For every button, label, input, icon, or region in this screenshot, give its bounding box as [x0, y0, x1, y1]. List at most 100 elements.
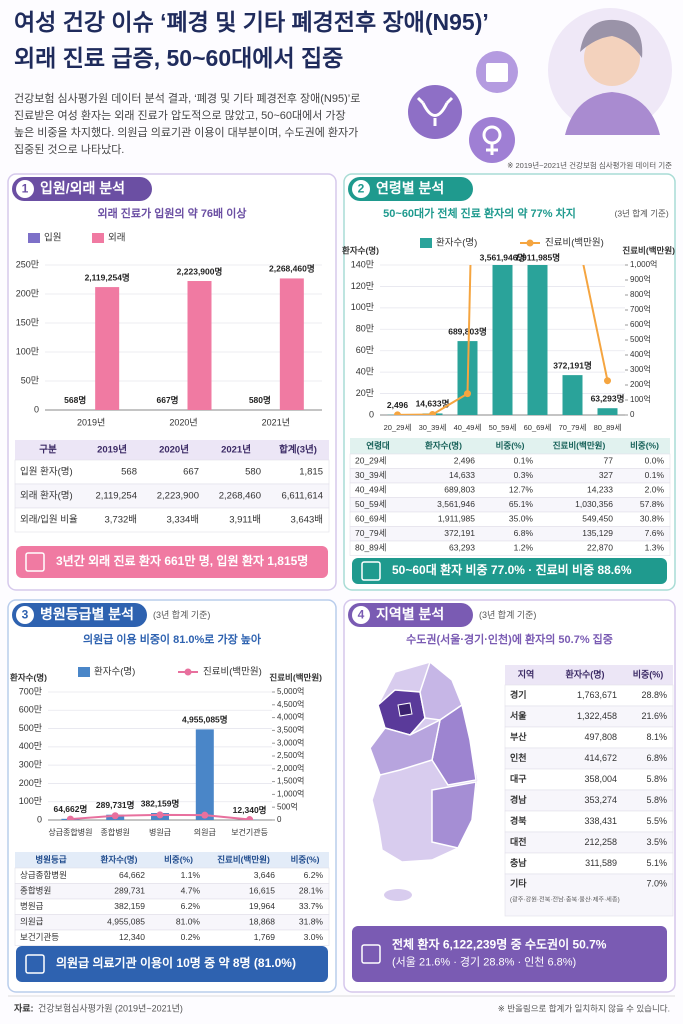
table-cell: 549,450	[582, 514, 613, 524]
table-cell: 21.6%	[641, 711, 667, 721]
legend-label: 환자수(명)	[94, 666, 135, 678]
table-cell: 6.2%	[181, 901, 201, 911]
table-row-bg	[14, 459, 330, 485]
table-cell: 0.1%	[514, 456, 534, 466]
table-cell: 3,732배	[104, 515, 137, 526]
data-label: 2,496	[387, 400, 409, 410]
table-cell: 1,030,356	[575, 499, 613, 509]
line-point	[604, 377, 611, 385]
table-row-bg	[349, 453, 671, 469]
data-label: 63,293명	[591, 393, 625, 403]
legend-label: 진료비(백만원)	[203, 667, 262, 678]
table-cell: 6.8%	[646, 753, 667, 763]
table-cell: 4,955,085	[107, 917, 145, 927]
callout-text: 전체 환자 6,122,239명 중 수도권이 50.7%	[392, 937, 607, 952]
section-number-badge	[352, 180, 370, 198]
y2-tick-label: 3,500억	[277, 725, 304, 735]
table-cell: 12,340	[119, 932, 145, 942]
icon-uterus-glyph	[416, 96, 454, 126]
y-tick-label: 600만	[19, 705, 42, 715]
table-header-bg	[15, 852, 329, 868]
table-cell: 20_29세	[355, 456, 386, 466]
table-cell: 1,322,458	[577, 711, 617, 721]
illustration-body	[565, 92, 660, 135]
table-cell: 327	[599, 470, 613, 480]
callout-icon	[25, 552, 45, 572]
table-cell: 60_69세	[355, 514, 386, 524]
table-row-bg	[349, 526, 671, 542]
table-cell: 6.2%	[304, 870, 324, 880]
table-cell: 70_79세	[355, 528, 386, 538]
legend-label: 환자수(명)	[436, 237, 477, 249]
table-header: 비중(%)	[630, 440, 659, 450]
table-cell: 65.1%	[509, 499, 534, 509]
table-cell: 19,964	[249, 901, 275, 911]
y2-tick-label: 1,000억	[277, 789, 304, 799]
table-header: 환자수(명)	[101, 854, 138, 864]
table-cell: 353,274	[584, 795, 617, 805]
data-label: 14,633명	[416, 399, 450, 409]
table-cell: 0.0%	[645, 456, 665, 466]
y2-tick-label: 4,500억	[277, 699, 304, 709]
bar	[492, 265, 513, 415]
y-tick-label: 500만	[19, 723, 42, 733]
table-cell: 3,646	[254, 870, 276, 880]
bar	[95, 287, 120, 410]
table-header-bg	[15, 440, 329, 460]
legend-marker	[526, 239, 534, 247]
table-cell: 372,191	[444, 528, 475, 538]
table-cell: 종합병원	[20, 886, 51, 896]
illustration-face	[584, 30, 640, 86]
data-label: 4,955,085명	[182, 715, 228, 725]
legend-label: 외래	[108, 232, 125, 244]
map-chungcheong	[369, 718, 442, 776]
x-tick-label: 상급종합병원	[48, 827, 92, 837]
bar	[187, 281, 212, 410]
table-header: 진료비(백만원)	[217, 854, 270, 864]
callout-icon	[25, 954, 45, 974]
line-point	[394, 411, 401, 415]
table-header: 연령대	[366, 440, 390, 450]
table-row-bg	[14, 929, 330, 946]
footer-source: 건강보험심사평가원 (2019년~2021년)	[38, 1003, 183, 1013]
table-cell: 6.8%	[514, 528, 534, 538]
y2-tick-label: 5,000억	[277, 686, 304, 696]
y-tick-label: 700만	[19, 686, 42, 696]
x-tick-label: 종합병원	[100, 828, 129, 837]
table-cell: 대전	[510, 836, 527, 847]
table-cell: 212,258	[584, 837, 617, 847]
table-row-bg	[349, 540, 671, 556]
table-cell: 1,769	[254, 932, 276, 942]
data-label: 580명	[249, 395, 271, 405]
y2-axis-title: 진료비(백만원)	[622, 245, 675, 255]
footer-note: ※ 반올림으로 합계가 일치하지 않을 수 있습니다.	[498, 1003, 670, 1013]
callout-bg	[16, 546, 328, 578]
table-cell: 외래 환자(명)	[20, 490, 73, 502]
table-cell: 80_89세	[355, 543, 386, 553]
line-point	[201, 811, 209, 819]
table-cell: 5.8%	[646, 774, 667, 784]
y-tick-label: 20만	[356, 388, 374, 398]
table-cell: 2,119,254	[95, 491, 137, 502]
x-tick-label: 2020년	[169, 417, 197, 427]
table-cell: 30.8%	[640, 514, 665, 524]
table-cell: 1.2%	[514, 543, 534, 553]
table-cell: 의원급	[20, 917, 44, 927]
x-tick-label: 병원급	[149, 828, 171, 837]
table-header: 병원등급	[35, 854, 66, 864]
section-number-badge	[16, 606, 34, 624]
data-label: 2,223,900명	[177, 266, 223, 276]
table-cell: 8.1%	[646, 732, 667, 742]
line-point	[429, 411, 436, 415]
table-cell: 57.8%	[640, 499, 665, 509]
table-cell: 7.6%	[645, 528, 665, 538]
table-cell: 3.5%	[646, 837, 667, 847]
table-cell: 3.0%	[304, 932, 324, 942]
y-tick-label: 60만	[356, 345, 374, 355]
table-header: 2021년	[221, 444, 251, 456]
y-tick-label: 0	[34, 404, 39, 414]
x-tick-label: 보건기관등	[231, 827, 268, 837]
table-cell: 667	[183, 467, 199, 478]
icon-uterus	[408, 85, 462, 139]
legend-swatch	[78, 667, 90, 677]
